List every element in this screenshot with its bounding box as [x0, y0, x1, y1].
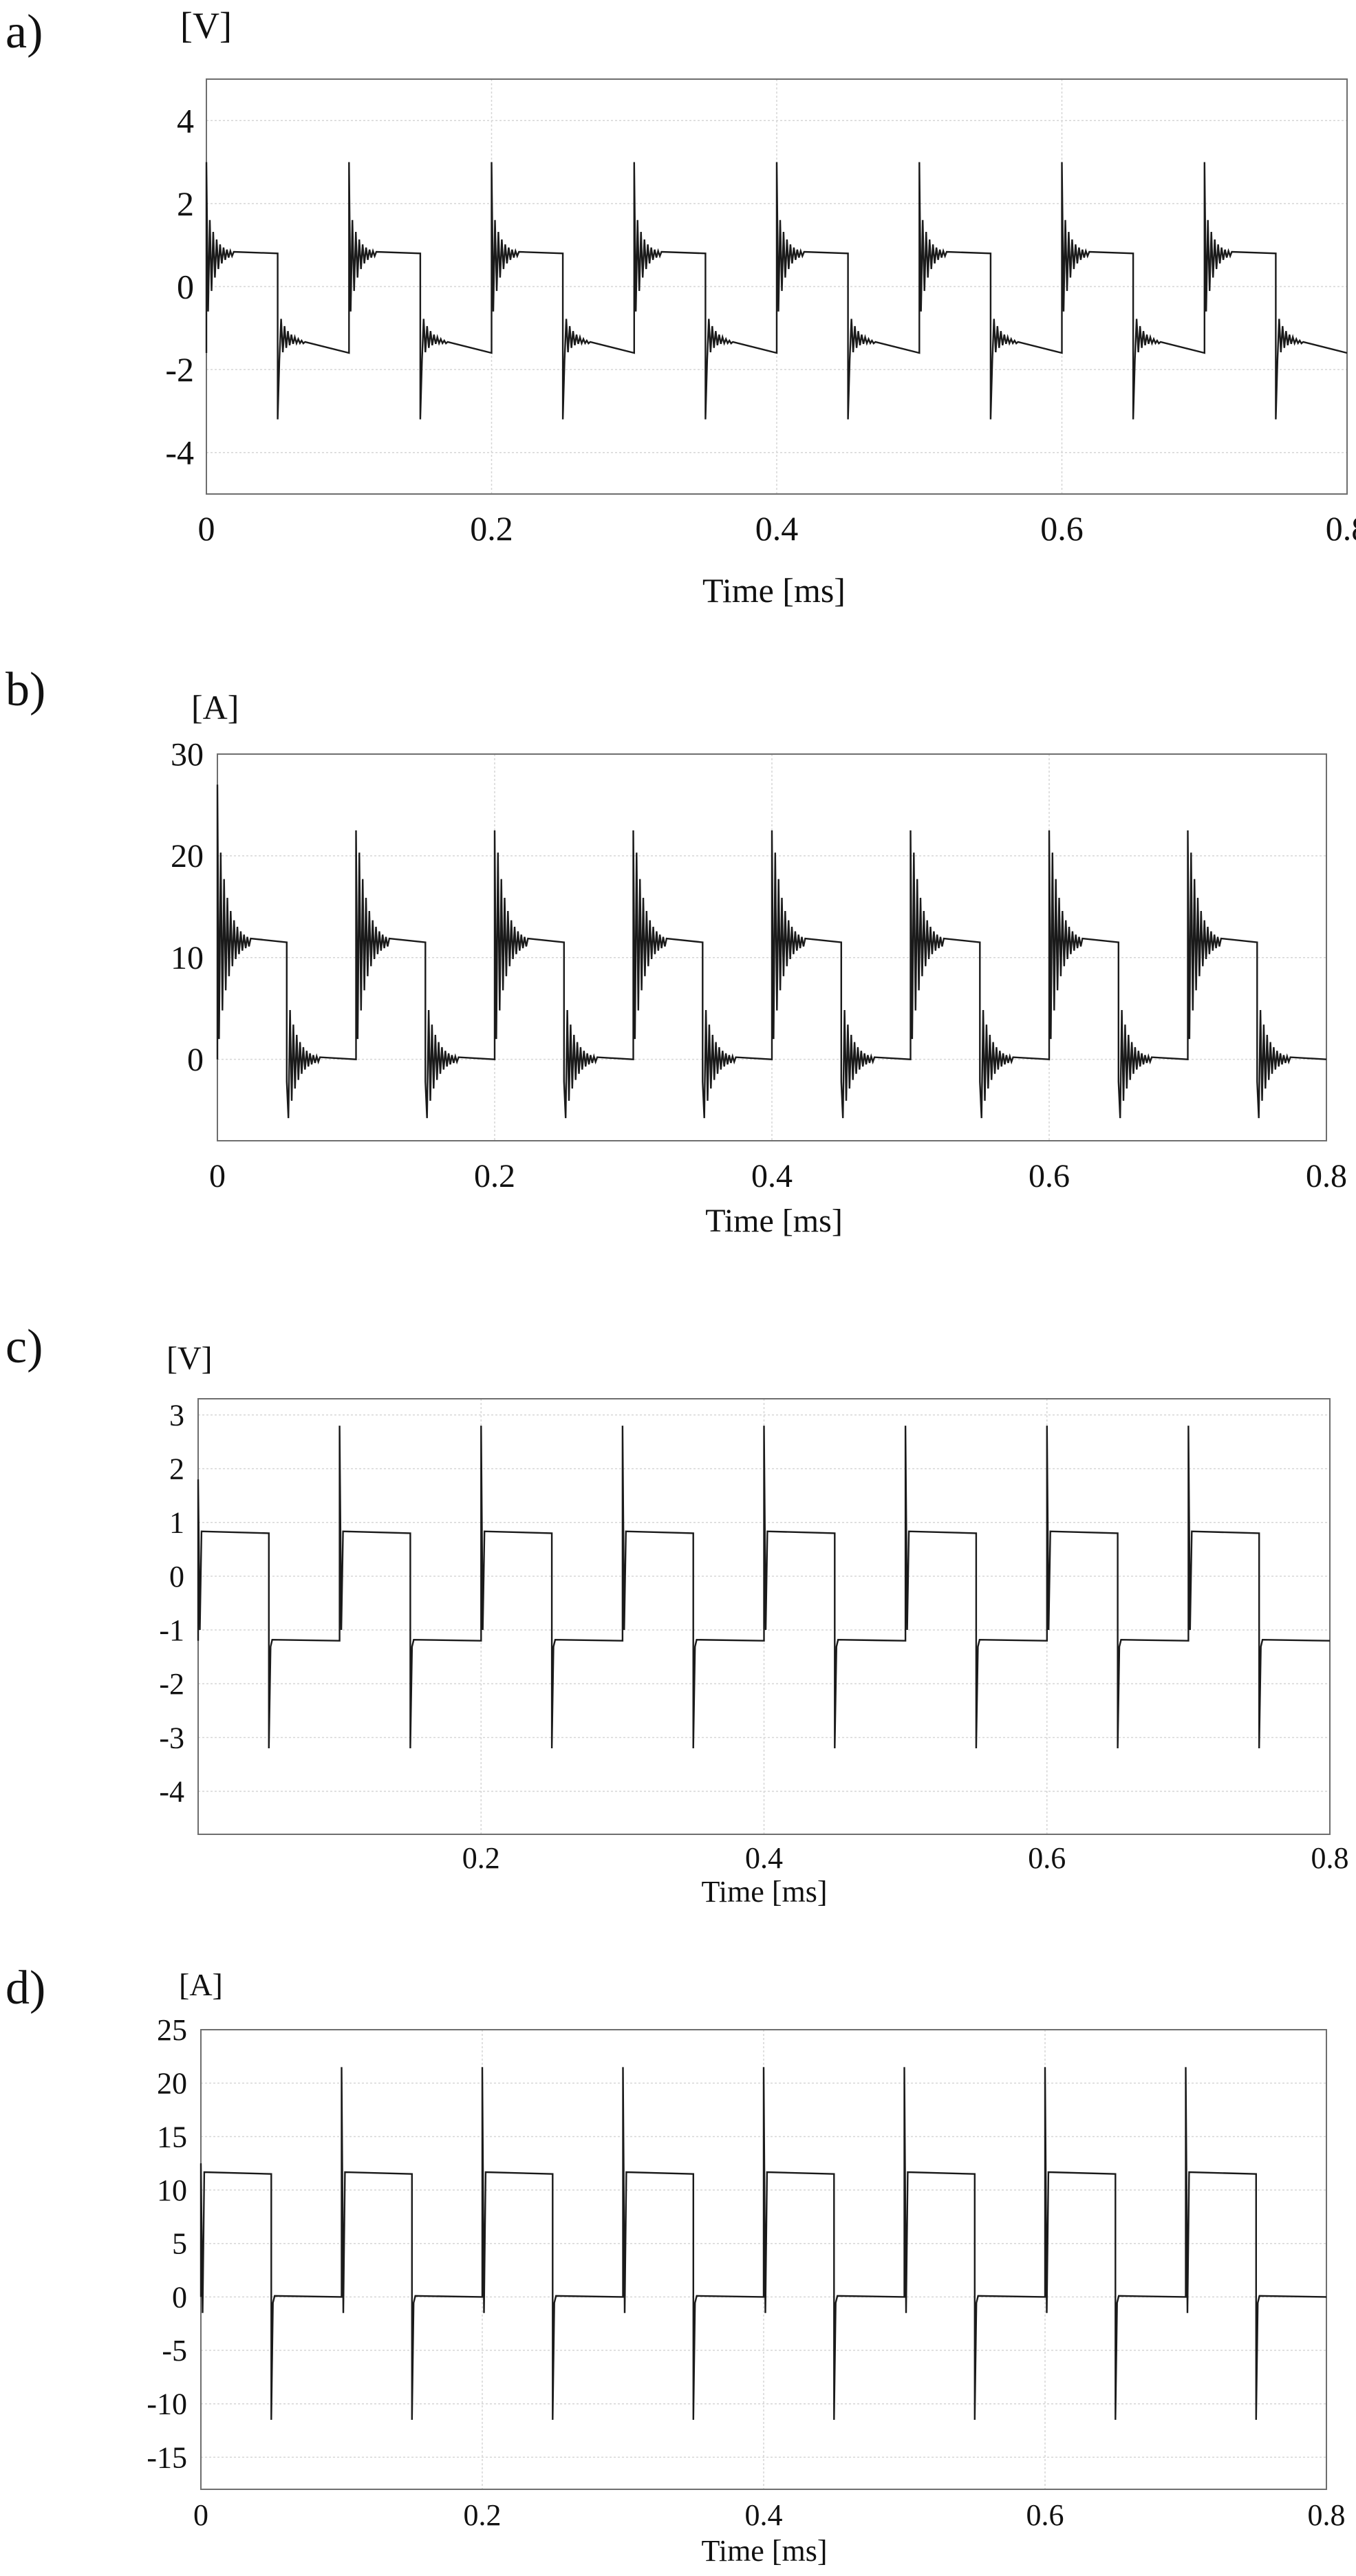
x-tick-label: 0.2 [464, 2498, 502, 2532]
x-tick-label: 0 [209, 1158, 226, 1194]
y-tick-label: 0 [172, 2280, 187, 2314]
panel-label-b: b) [6, 663, 46, 716]
series-line [200, 2067, 1327, 2421]
y-tick-label: 2 [177, 184, 194, 223]
x-tick-label: 0 [193, 2498, 208, 2532]
y-unit-label: [V] [180, 5, 232, 46]
panel-d: d) 25 20 15 10 5 0 -5 -10 -15 0 0.2 0.4 0.6 0.8 [A] Tim… [0, 1926, 1356, 2576]
panel-label-a: a) [6, 6, 43, 58]
x-axis-label: Time [ms] [702, 2534, 828, 2568]
x-tick-label: 0.4 [755, 509, 799, 548]
x-tick-label: 0.6 [1026, 2498, 1064, 2532]
x-tick-label: 0.6 [1040, 509, 1084, 548]
y-tick-label: 20 [157, 2067, 187, 2101]
y-tick-label: 2 [169, 1452, 184, 1486]
series-line [216, 784, 1327, 1119]
y-tick-label: -5 [162, 2334, 187, 2368]
y-tick-label: 15 [157, 2120, 187, 2154]
x-tick-label: 0.2 [470, 509, 513, 548]
y-tick-label: 1 [169, 1506, 184, 1540]
y-tick-label: -2 [165, 350, 194, 389]
y-tick-label: -15 [147, 2440, 187, 2474]
y-unit-label: [A] [191, 688, 239, 727]
x-tick-label: 0.4 [745, 2498, 783, 2532]
chart-b: 30 20 10 0 0 0.2 0.4 0.6 0.8 [A] Time [ms] [171, 688, 1347, 1239]
x-tick-label: 0.8 [1308, 2498, 1346, 2532]
x-tick-label: 0 [198, 509, 215, 548]
y-tick-label: 5 [172, 2227, 187, 2261]
panel-b: b) 30 20 10 0 0 0.2 0.4 0.6 0.8 [A] Time [ms] [0, 633, 1356, 1294]
x-tick-label: 0.2 [462, 1841, 500, 1875]
panel-a: a) 420-2-400.20.40.60.8[V]Time [ms] [0, 0, 1356, 633]
y-tick-label: 0 [187, 1042, 204, 1078]
panel-label-d: d) [6, 1962, 46, 2015]
x-tick-label: 0.4 [751, 1158, 793, 1194]
x-tick-label: 0.6 [1029, 1158, 1070, 1194]
y-tick-label: 4 [177, 101, 194, 140]
chart-a: 420-2-400.20.40.60.8[V]Time [ms] [165, 5, 1356, 610]
x-tick-label: 0.4 [745, 1841, 783, 1875]
x-tick-label: 0.8 [1311, 1841, 1349, 1875]
series-line [205, 162, 1348, 420]
y-tick-label: -2 [159, 1667, 184, 1701]
x-tick-label: 0.8 [1326, 509, 1356, 548]
y-unit-label: [V] [166, 1340, 213, 1377]
y-unit-label: [A] [179, 1967, 223, 2002]
panel-c: c) 3 2 1 0 -1 -2 -3 -4 0.2 0.4 0.6 0.8 [V] Time [ms] [0, 1294, 1356, 1926]
x-tick-label: 0.6 [1028, 1841, 1066, 1875]
y-tick-label: 3 [169, 1398, 184, 1432]
chart-c: 3 2 1 0 -1 -2 -3 -4 0.2 0.4 0.6 0.8 [V] Time [ms] [159, 1340, 1349, 1909]
x-axis-label: Time [ms] [702, 571, 846, 610]
y-tick-label: 0 [177, 268, 194, 306]
y-tick-label: 25 [157, 2013, 187, 2047]
panel-label-c: c) [6, 1320, 43, 1373]
y-tick-label: 0 [169, 1560, 184, 1593]
y-tick-label: 10 [171, 940, 204, 976]
y-tick-label: -4 [165, 433, 194, 472]
y-tick-label: -10 [147, 2387, 187, 2421]
y-tick-label: -3 [159, 1721, 184, 1754]
x-axis-label: Time [ms] [702, 1875, 828, 1909]
y-tick-label: 30 [171, 736, 204, 773]
x-tick-label: 0.2 [474, 1158, 515, 1194]
x-axis-label: Time [ms] [705, 1203, 843, 1239]
y-tick-label: 20 [171, 838, 204, 874]
y-tick-label: -1 [159, 1613, 184, 1647]
series-line [197, 1426, 1331, 1749]
x-tick-label: 0.8 [1306, 1158, 1347, 1194]
y-tick-label: 10 [157, 2174, 187, 2207]
y-tick-label: -4 [159, 1774, 184, 1808]
